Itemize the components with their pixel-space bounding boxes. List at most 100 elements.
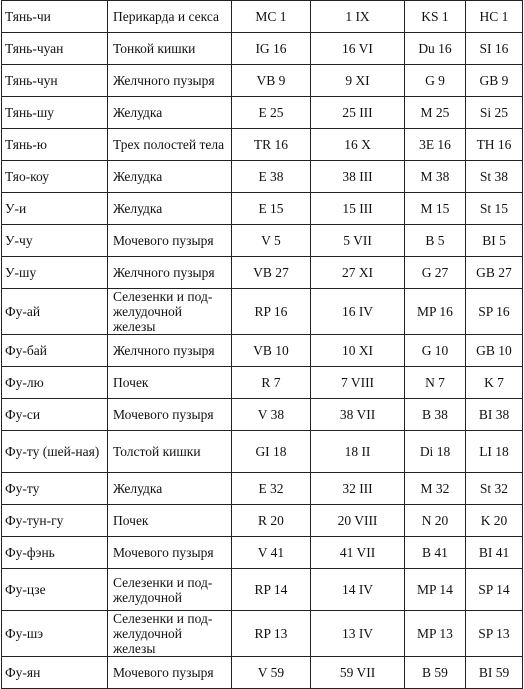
point-name-cell: Фу-ту xyxy=(1,472,108,505)
code-cell: M 25 xyxy=(404,96,466,129)
code-cell: GI 18 xyxy=(231,430,311,473)
code-cell: 16 X xyxy=(310,128,405,161)
code-cell: IG 16 xyxy=(231,32,311,65)
organ-cell: Перикарда и секса xyxy=(107,0,232,33)
organ-cell: Желчного пузыря xyxy=(107,334,232,367)
point-name-cell: Фу-си xyxy=(1,398,108,431)
code-cell: RP 13 xyxy=(231,610,311,657)
table-row: Тянь-чи Перикарда и секса MC 1 1 IX KS 1… xyxy=(1,0,523,33)
code-cell: SP 14 xyxy=(465,568,523,611)
code-cell: K 20 xyxy=(465,504,523,537)
code-cell: N 7 xyxy=(404,366,466,399)
code-cell: G 10 xyxy=(404,334,466,367)
code-cell: KS 1 xyxy=(404,0,466,33)
table-row: Фу-ай Селезенки и под-желудочной железы … xyxy=(1,288,523,335)
code-cell: V 38 xyxy=(231,398,311,431)
table-row: Фу-фэнь Мочевого пузыря V 41 41 VII B 41… xyxy=(1,536,523,569)
code-cell: Si 25 xyxy=(465,96,523,129)
code-cell: 3E 16 xyxy=(404,128,466,161)
point-name-cell: Фу-цзе xyxy=(1,568,108,611)
table-row: Фу-бай Желчного пузыря VB 10 10 XI G 10 … xyxy=(1,334,523,367)
code-cell: GB 9 xyxy=(465,64,523,97)
code-cell: M 32 xyxy=(404,472,466,505)
point-name-cell: Фу-ту (шей-ная) xyxy=(1,430,108,473)
point-name-cell: Фу-ян xyxy=(1,656,108,689)
code-cell: VB 9 xyxy=(231,64,311,97)
organ-cell: Почек xyxy=(107,366,232,399)
code-cell: R 7 xyxy=(231,366,311,399)
code-cell: 16 VI xyxy=(310,32,405,65)
code-cell: 59 VII xyxy=(310,656,405,689)
code-cell: E 25 xyxy=(231,96,311,129)
code-cell: 13 IV xyxy=(310,610,405,657)
code-cell: VB 10 xyxy=(231,334,311,367)
table-row: Тянь-чун Желчного пузыря VB 9 9 XI G 9 G… xyxy=(1,64,523,97)
code-cell: K 7 xyxy=(465,366,523,399)
organ-cell: Мочевого пузыря xyxy=(107,536,232,569)
code-cell: HC 1 xyxy=(465,0,523,33)
code-cell: 1 IX xyxy=(310,0,405,33)
code-cell: 14 IV xyxy=(310,568,405,611)
code-cell: 20 VIII xyxy=(310,504,405,537)
code-cell: MP 13 xyxy=(404,610,466,657)
organ-cell: Желудка xyxy=(107,96,232,129)
point-name-cell: Тянь-шу xyxy=(1,96,108,129)
code-cell: BI 59 xyxy=(465,656,523,689)
code-cell: Du 16 xyxy=(404,32,466,65)
table-row: Фу-ту Желудка E 32 32 III M 32 St 32 xyxy=(1,472,523,505)
code-cell: 18 II xyxy=(310,430,405,473)
code-cell: RP 16 xyxy=(231,288,311,335)
code-cell: VB 27 xyxy=(231,256,311,289)
point-name-cell: Тяо-коу xyxy=(1,160,108,193)
organ-cell: Толстой кишки xyxy=(107,430,232,473)
code-cell: G 9 xyxy=(404,64,466,97)
point-name-cell: Тянь-чун xyxy=(1,64,108,97)
organ-cell: Мочевого пузыря xyxy=(107,656,232,689)
code-cell: V 5 xyxy=(231,224,311,257)
code-cell: GB 27 xyxy=(465,256,523,289)
code-cell: 38 III xyxy=(310,160,405,193)
code-cell: MP 14 xyxy=(404,568,466,611)
code-cell: E 15 xyxy=(231,192,311,225)
code-cell: St 15 xyxy=(465,192,523,225)
point-name-cell: Тянь-чи xyxy=(1,0,108,33)
table-row: Фу-цзе Селезенки и под-желудочной RP 14 … xyxy=(1,568,523,611)
organ-cell: Мочевого пузыря xyxy=(107,398,232,431)
code-cell: 38 VII xyxy=(310,398,405,431)
point-name-cell: У-чу xyxy=(1,224,108,257)
code-cell: MP 16 xyxy=(404,288,466,335)
code-cell: 15 III xyxy=(310,192,405,225)
table-row: Фу-шэ Селезенки и под-желудочной железы … xyxy=(1,610,523,657)
code-cell: GB 10 xyxy=(465,334,523,367)
point-name-cell: Фу-фэнь xyxy=(1,536,108,569)
code-cell: B 59 xyxy=(404,656,466,689)
table-row: Фу-ту (шей-ная) Толстой кишки GI 18 18 I… xyxy=(1,430,523,473)
code-cell: 5 VII xyxy=(310,224,405,257)
code-cell: LI 18 xyxy=(465,430,523,473)
table-row: У-шу Желчного пузыря VB 27 27 XI G 27 GB… xyxy=(1,256,523,289)
organ-cell: Желудка xyxy=(107,160,232,193)
code-cell: N 20 xyxy=(404,504,466,537)
table-row: Фу-ян Мочевого пузыря V 59 59 VII B 59 B… xyxy=(1,656,523,689)
table-row: У-чу Мочевого пузыря V 5 5 VII B 5 BI 5 xyxy=(1,224,523,257)
code-cell: Di 18 xyxy=(404,430,466,473)
table-row: Тянь-чуан Тонкой кишки IG 16 16 VI Du 16… xyxy=(1,32,523,65)
organ-cell: Селезенки и под-желудочной железы xyxy=(107,288,232,335)
code-cell: 9 XI xyxy=(310,64,405,97)
code-cell: R 20 xyxy=(231,504,311,537)
point-name-cell: Фу-тун-гу xyxy=(1,504,108,537)
organ-cell: Желчного пузыря xyxy=(107,256,232,289)
organ-cell: Селезенки и под-желудочной xyxy=(107,568,232,611)
code-cell: B 38 xyxy=(404,398,466,431)
code-cell: BI 38 xyxy=(465,398,523,431)
code-cell: B 41 xyxy=(404,536,466,569)
organ-cell: Трех полостей тела xyxy=(107,128,232,161)
organ-cell: Тонкой кишки xyxy=(107,32,232,65)
point-name-cell: Фу-лю xyxy=(1,366,108,399)
point-name-cell: Тянь-чуан xyxy=(1,32,108,65)
code-cell: G 27 xyxy=(404,256,466,289)
point-name-cell: Фу-бай xyxy=(1,334,108,367)
code-cell: SP 13 xyxy=(465,610,523,657)
code-cell: St 32 xyxy=(465,472,523,505)
